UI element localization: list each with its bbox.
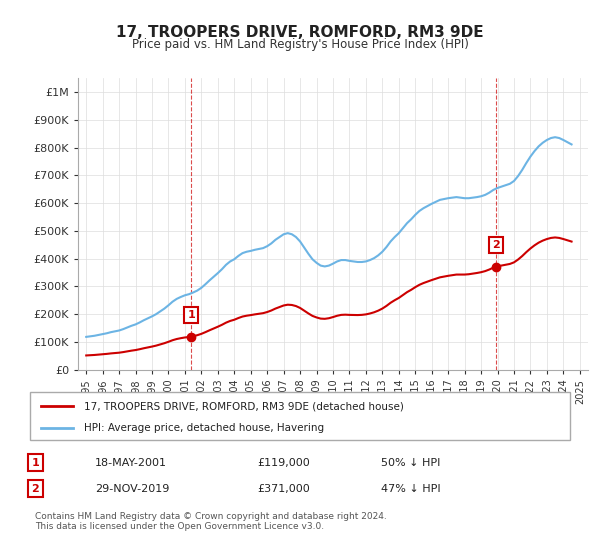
FancyBboxPatch shape (30, 392, 570, 440)
Text: HPI: Average price, detached house, Havering: HPI: Average price, detached house, Have… (84, 423, 324, 433)
Text: 17, TROOPERS DRIVE, ROMFORD, RM3 9DE (detached house): 17, TROOPERS DRIVE, ROMFORD, RM3 9DE (de… (84, 402, 404, 411)
Text: 2: 2 (492, 240, 500, 250)
Text: 18-MAY-2001: 18-MAY-2001 (95, 458, 167, 468)
Text: Price paid vs. HM Land Registry's House Price Index (HPI): Price paid vs. HM Land Registry's House … (131, 38, 469, 51)
Text: 50% ↓ HPI: 50% ↓ HPI (381, 458, 440, 468)
Text: Contains HM Land Registry data © Crown copyright and database right 2024.
This d: Contains HM Land Registry data © Crown c… (35, 512, 387, 531)
Text: £371,000: £371,000 (257, 484, 310, 493)
Text: 2: 2 (32, 484, 39, 493)
Text: 1: 1 (187, 310, 195, 320)
Text: 17, TROOPERS DRIVE, ROMFORD, RM3 9DE: 17, TROOPERS DRIVE, ROMFORD, RM3 9DE (116, 25, 484, 40)
Text: 47% ↓ HPI: 47% ↓ HPI (381, 484, 440, 493)
Text: 1: 1 (32, 458, 39, 468)
Text: 29-NOV-2019: 29-NOV-2019 (95, 484, 169, 493)
Text: £119,000: £119,000 (257, 458, 310, 468)
